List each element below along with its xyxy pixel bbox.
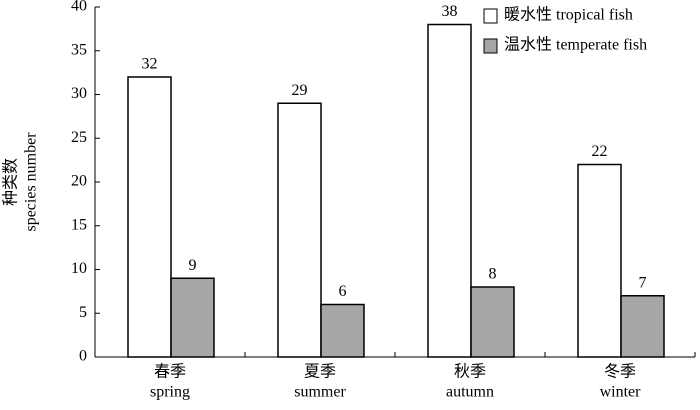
value-label: 29	[292, 82, 308, 99]
legend-label: 暖水性 tropical fish	[504, 6, 633, 24]
x-tick-label: winter	[600, 384, 642, 401]
y-tick-label: 35	[71, 41, 87, 58]
x-tick-label: 秋季	[454, 363, 486, 381]
legend-swatch	[483, 8, 498, 24]
y-tick-label: 5	[79, 304, 87, 321]
y-tick-label: 40	[71, 0, 87, 15]
x-tick-label: autumn	[446, 384, 494, 401]
y-tick-label: 25	[71, 129, 87, 146]
y-axis-label: 种类数 species number	[2, 132, 40, 232]
y-tick-label: 15	[71, 216, 87, 233]
y-axis-label-line: species number	[23, 132, 40, 232]
bar	[470, 286, 515, 358]
x-tick-label: spring	[150, 384, 190, 401]
legend-swatch	[483, 38, 498, 54]
value-label: 8	[489, 266, 497, 283]
y-axis-label-line: 种类数	[2, 158, 20, 206]
x-tick-label: 春季	[154, 363, 186, 381]
bar	[127, 76, 172, 358]
bar	[620, 295, 665, 358]
value-label: 6	[339, 283, 347, 300]
value-label: 38	[442, 3, 458, 20]
x-tick-label: summer	[294, 384, 346, 401]
bar	[170, 277, 215, 358]
y-tick-label: 0	[79, 348, 87, 365]
value-label: 22	[592, 143, 608, 160]
bar	[320, 303, 365, 358]
y-tick-label: 10	[71, 260, 87, 277]
value-label: 7	[639, 274, 647, 291]
legend-label: 温水性 temperate fish	[504, 36, 647, 54]
value-label: 9	[189, 257, 197, 274]
bar	[577, 163, 622, 358]
y-tick-label: 30	[71, 85, 87, 102]
value-label: 32	[142, 56, 158, 73]
bar	[277, 102, 322, 358]
x-tick-label: 夏季	[304, 363, 336, 381]
y-tick-label: 20	[71, 173, 87, 190]
bar	[427, 23, 472, 358]
x-tick-label: 冬季	[604, 363, 636, 381]
